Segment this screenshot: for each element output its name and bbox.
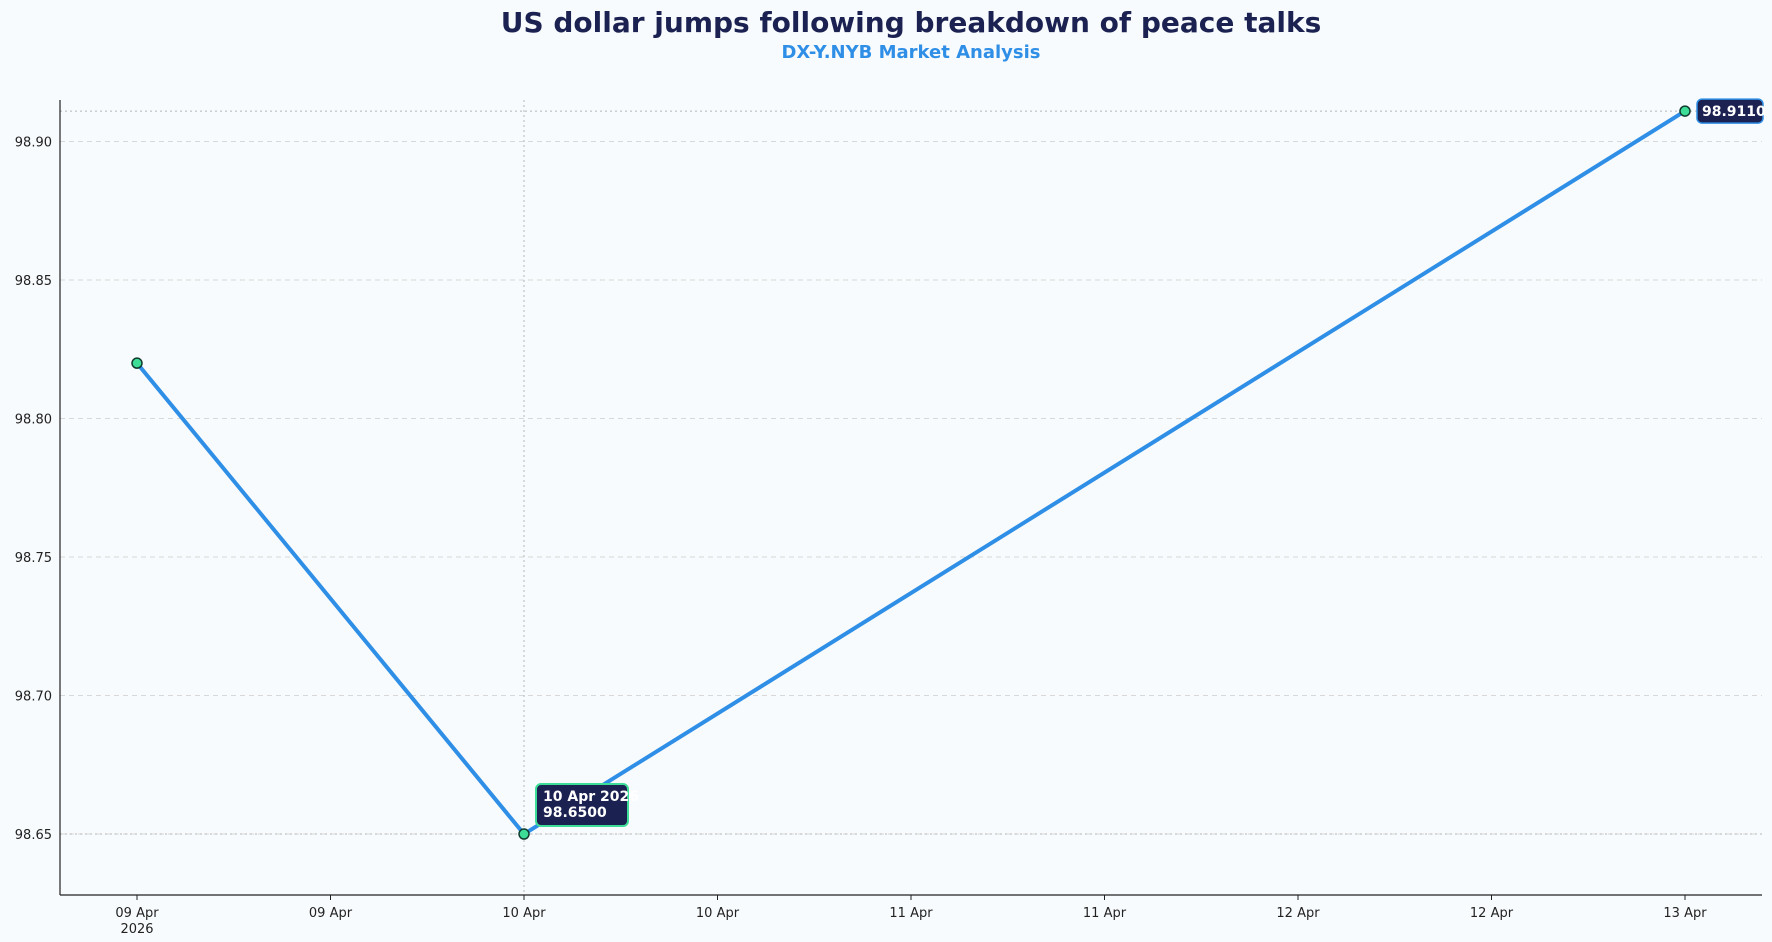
x-tick-label: 10 Apr [696,906,740,921]
data-point[interactable] [1679,105,1691,117]
x-tick-label: 11 Apr [1083,906,1127,921]
low-point-callout-date: 10 Apr 2026 [543,789,639,805]
x-tick-label: 10 Apr [502,906,546,921]
y-tick-label: 98.70 [15,690,52,705]
y-tick-label: 98.85 [15,274,52,289]
y-tick-label: 98.80 [15,413,52,428]
y-tick-label: 98.90 [15,136,52,151]
x-tick-year-label: 2026 [120,922,153,937]
series-line [135,109,1687,837]
y-tick-label: 98.65 [15,828,52,843]
low-point-callout [535,783,629,828]
x-tick-label: 09 Apr [309,906,353,921]
last-value-callout-text: 98.9110 [1702,104,1766,120]
data-point[interactable] [131,357,143,369]
x-tick-label: 11 Apr [889,906,933,921]
x-tick-label: 12 Apr [1470,906,1514,921]
x-tick-label: 09 Apr [115,906,159,921]
low-point-callout-value: 98.6500 [543,805,607,821]
data-point[interactable] [518,828,530,840]
y-tick-label: 98.75 [15,551,52,566]
chart-title: US dollar jumps following breakdown of p… [500,6,1322,39]
x-tick-label: 13 Apr [1663,906,1707,921]
chart-subtitle: DX-Y.NYB Market Analysis [781,42,1041,63]
last-value-callout [1696,98,1764,124]
x-tick-label: 12 Apr [1276,906,1320,921]
